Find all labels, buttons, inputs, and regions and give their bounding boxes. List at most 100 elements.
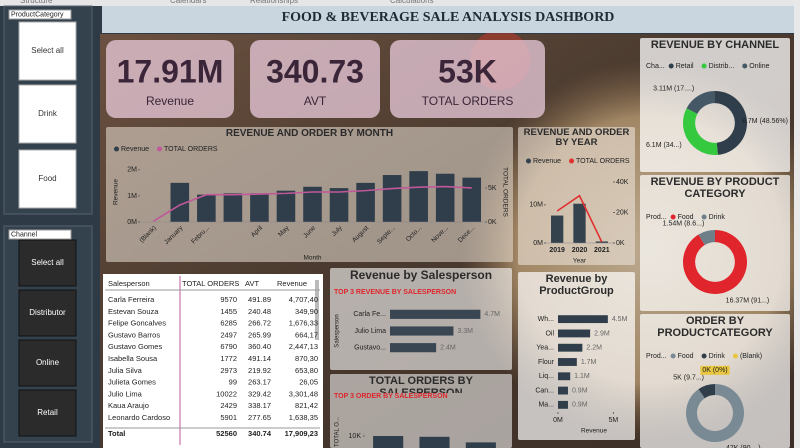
- chart-subtitle: TOP 3 REVENUE BY SALESPERSON: [334, 289, 456, 296]
- table-cell: 6285: [220, 319, 237, 328]
- legend-title: Prod...: [646, 214, 667, 221]
- slicer-item[interactable]: [18, 339, 77, 387]
- menu-tab: Calendars: [170, 0, 206, 5]
- legend-label: TOTAL ORDERS: [576, 158, 630, 165]
- slicer-title: ProductCategory: [11, 11, 64, 18]
- slicer-dropdown: [8, 9, 72, 20]
- chart-subtitle: TOP 3 ORDER BY SALESPERSON: [334, 393, 448, 400]
- chart-panel: [640, 38, 790, 172]
- chart-panel: [330, 374, 512, 448]
- donut-slice: [686, 384, 744, 442]
- legend-label: Online: [749, 63, 769, 70]
- slicer-item[interactable]: [18, 149, 77, 209]
- kpi-card: [250, 40, 380, 118]
- data-label: 4.7M: [484, 311, 500, 318]
- slicer-item[interactable]: [18, 239, 77, 287]
- y-tick-label: 1M: [127, 193, 137, 200]
- data-label: 8.7M (48.56%): [742, 118, 788, 125]
- x-tick-label: 2020: [572, 247, 588, 254]
- y-tick-label: Carla Fe...: [353, 311, 386, 318]
- dashboard-title: FOOD & BEVERAGE SALE ANALYSIS DASHBORD: [282, 10, 615, 25]
- legend-marker: [670, 353, 676, 359]
- table-cell: 240.48: [248, 307, 271, 316]
- legend-label: (Blank): [740, 353, 762, 360]
- legend-marker: [114, 146, 119, 152]
- bar: [558, 329, 591, 338]
- table-cell: 664,17: [295, 330, 318, 339]
- table-header: Salesperson: [108, 279, 150, 288]
- table-panel: [103, 274, 323, 448]
- bar: [390, 309, 481, 319]
- table-cell: 1455: [220, 307, 237, 316]
- bar: [558, 358, 577, 366]
- chart-title-box: Revenue by ProductGroup: [539, 273, 614, 298]
- slicer-item-label[interactable]: Select all: [31, 46, 64, 55]
- bar: [303, 186, 322, 222]
- bar: [356, 182, 375, 222]
- legend-label: Drink: [709, 214, 726, 221]
- bar: [558, 400, 568, 409]
- slicer-item-label[interactable]: Retail: [37, 408, 58, 417]
- chart-title-box: REVENUE BY PRODUCT CATEGORY: [651, 176, 780, 200]
- kpi-value: 17.91M: [117, 53, 224, 89]
- chart-title-box: ORDER BY PRODUCTCATEGORY: [657, 315, 773, 339]
- table-cell: 26,05: [299, 378, 318, 387]
- bar: [558, 386, 568, 395]
- table-cell: 263.17: [248, 378, 271, 387]
- slicer-item-label[interactable]: Food: [38, 174, 56, 183]
- legend-label: Food: [678, 214, 694, 221]
- y2-axis-title: TOTAL ORDERS: [501, 167, 508, 217]
- legend-marker: [526, 158, 531, 164]
- slicer-item-label[interactable]: Online: [36, 358, 60, 367]
- bar: [197, 194, 216, 222]
- data-label: 16.37M (91...): [726, 297, 770, 304]
- table-cell: 870,30: [295, 354, 318, 363]
- x-tick-label: 5M: [609, 417, 619, 424]
- y-tick-label: Wh...: [538, 316, 554, 323]
- table-cell: 3,301,48: [289, 389, 318, 398]
- table-cell: Estevan Souza: [108, 307, 159, 316]
- bar: [250, 193, 269, 222]
- slicer-item-label[interactable]: Drink: [38, 109, 58, 118]
- y-tick-label: 0M: [127, 219, 137, 226]
- x-tick-label: 2019: [549, 247, 565, 254]
- table-cell: 2973: [220, 366, 237, 375]
- table-cell: 1,638,35: [289, 413, 318, 422]
- table-cell: Gustavo Gomes: [108, 342, 162, 351]
- slicer-title: Channel: [11, 231, 38, 238]
- legend-marker: [670, 214, 676, 220]
- table-cell: Carla Ferreira: [108, 295, 155, 304]
- y-tick-label: 2M: [127, 167, 137, 174]
- table-scrollbar: [315, 280, 319, 340]
- y2-tick-label: 20K: [616, 209, 629, 216]
- chart-title-box: TOTAL ORDERS BY SALESPERSON: [369, 375, 473, 393]
- slicer-item-label[interactable]: Distributor: [29, 308, 66, 317]
- y-axis-title: Salesperson: [335, 314, 341, 347]
- scrollbar: [794, 0, 800, 448]
- table-header: TOTAL ORDERS: [182, 279, 239, 288]
- table-cell: 2,447,13: [289, 342, 318, 351]
- table-cell: 2429: [220, 401, 237, 410]
- slicer-item[interactable]: [18, 389, 77, 437]
- legend-label: Retail: [676, 63, 694, 70]
- legend-marker: [742, 63, 748, 69]
- bar: [558, 343, 583, 352]
- data-label: 3.11M (17....): [653, 86, 694, 93]
- chart-title-box: REVENUE AND ORDER BY MONTH: [226, 128, 393, 139]
- slicer-item-label[interactable]: Select all: [31, 258, 64, 267]
- chart-panel: [518, 272, 635, 440]
- chart-title: REVENUE AND ORDER BY YEAR: [523, 128, 630, 149]
- bar: [435, 173, 455, 222]
- chart-title: Revenue by ProductGroup: [539, 273, 614, 298]
- bar: [558, 315, 608, 324]
- y-tick-label: Ma...: [538, 402, 554, 409]
- table-cell: 266.72: [248, 319, 271, 328]
- y2-tick-label: 5K: [488, 185, 497, 192]
- slicer-item[interactable]: [18, 21, 77, 81]
- y2-tick-label: 0K: [616, 240, 625, 247]
- y-tick-label: Yea...: [536, 345, 554, 352]
- slicer-item[interactable]: [18, 84, 77, 144]
- slicer-item[interactable]: [18, 289, 77, 337]
- data-label-bg: [700, 365, 730, 375]
